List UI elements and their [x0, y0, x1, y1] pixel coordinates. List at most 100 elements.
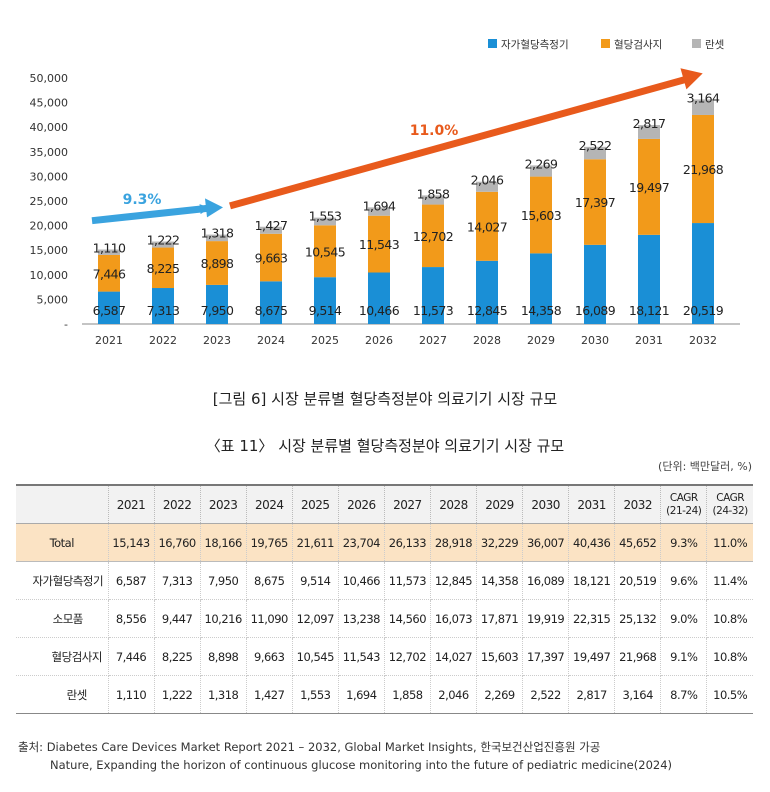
x-tick-label: 2025	[311, 334, 339, 347]
table-cell: 12,845	[430, 561, 478, 600]
bar-segment	[152, 288, 174, 324]
table-caption: 〈표 11〉 시장 분류별 혈당측정분야 의료기기 시장 규모	[205, 437, 565, 455]
x-tick-label: 2021	[95, 334, 123, 347]
x-tick-label: 2031	[635, 334, 663, 347]
x-tick-label: 2032	[689, 334, 717, 347]
bar-segment	[476, 191, 498, 261]
data-label: 12,845	[467, 303, 507, 318]
bar-segment	[584, 159, 606, 245]
data-label: 11,573	[413, 303, 453, 318]
bar-segment	[98, 249, 120, 255]
data-label: 3,164	[687, 90, 720, 105]
table-cell: 8,675	[246, 561, 293, 600]
data-label: 2,817	[633, 116, 666, 131]
data-label: 16,089	[575, 303, 616, 318]
table-cell: 1,858	[384, 675, 431, 714]
table-cell: 11.4%	[706, 561, 753, 600]
growth-label-2021-2023: 9.3%	[123, 192, 162, 208]
bar-segment	[260, 281, 282, 324]
table-cell: 1,318	[200, 675, 247, 714]
bar-segment	[152, 241, 174, 248]
bar-segment	[422, 267, 444, 324]
header-cagr-line1: CAGR	[669, 491, 698, 504]
table-cell: 26,133	[384, 523, 431, 562]
table-row: 소모품 8,556 9,447 10,216 11,090 12,097 13,238 14,…	[16, 599, 753, 638]
table-cell: 3,164	[614, 675, 662, 714]
legend-swatch	[488, 39, 497, 48]
header-cagr-line2: (21-24)	[666, 504, 702, 517]
x-tick-label: 2030	[581, 334, 609, 347]
bar-segment	[530, 165, 552, 177]
data-label: 8,898	[201, 256, 234, 271]
bar-segment	[422, 204, 444, 268]
table-cell: 15,143	[108, 523, 155, 562]
source-note: 출처: Diabetes Care Devices Market Report …	[18, 738, 672, 774]
table-cell: 7,313	[154, 561, 201, 600]
table-cell: 19,919	[522, 599, 570, 638]
table-cell: 2,817	[568, 675, 616, 714]
bar-segment	[98, 291, 120, 324]
bar-segment	[368, 272, 390, 324]
header-corner	[16, 484, 109, 524]
data-label: 12,702	[413, 229, 453, 244]
data-label: 18,121	[629, 303, 669, 318]
table-cell: 15,603	[476, 637, 524, 676]
data-label: 14,027	[467, 219, 507, 234]
bar-segment	[692, 114, 714, 224]
bar-segment	[476, 260, 498, 324]
table-cell: 2,522	[522, 675, 570, 714]
table-cell: 17,871	[476, 599, 524, 638]
x-tick-label: 2028	[473, 334, 501, 347]
table-cell: 28,918	[430, 523, 478, 562]
x-tick-label: 2022	[149, 334, 177, 347]
row-label: Total	[16, 523, 109, 562]
table-cell: 11,573	[384, 561, 431, 600]
bar-segment	[638, 125, 660, 139]
table-cell: 11,543	[338, 637, 385, 676]
table-cell: 8,225	[154, 637, 201, 676]
table-cell: 11.0%	[706, 523, 753, 562]
table-cell: 16,089	[522, 561, 570, 600]
y-tick-label: 35,000	[30, 146, 69, 159]
row-label: 란셋	[16, 675, 109, 714]
header-year: 2022	[154, 484, 201, 524]
data-label: 9,663	[255, 251, 288, 266]
table-cell: 6,587	[108, 561, 155, 600]
table-cell: 18,166	[200, 523, 247, 562]
table-cell: 8.7%	[660, 675, 708, 714]
header-cagr-line2: (24-32)	[712, 504, 749, 517]
bar-segment	[584, 146, 606, 160]
table-cell: 23,704	[338, 523, 385, 562]
table-row: 란셋 1,110 1,222 1,318 1,427 1,553 1,694 1,858 2,0…	[16, 675, 753, 714]
header-year: 2026	[338, 484, 385, 524]
data-label: 10,545	[305, 244, 345, 259]
source-line-1: 출처: Diabetes Care Devices Market Report …	[18, 740, 601, 754]
legend-label: 란셋	[705, 39, 725, 51]
bar-segment	[206, 241, 228, 285]
table-cell: 12,097	[292, 599, 339, 638]
table-cell: 1,553	[292, 675, 339, 714]
table-row: Total 15,143 16,760 18,166 19,765 21,611 23,70…	[16, 523, 753, 562]
bar-segment	[152, 247, 174, 289]
data-label: 7,313	[147, 303, 180, 318]
row-label: 자가혈당측정기	[16, 561, 109, 600]
table-cell: 45,652	[614, 523, 662, 562]
header-cagr-line1: CAGR	[716, 491, 745, 504]
y-tick-label: 50,000	[30, 72, 69, 85]
bars: 6,587 7,446 1,110 7,313 8,225 1,222 7,950 8,898…	[93, 90, 724, 324]
y-tick-label: 20,000	[30, 220, 69, 233]
table-cell: 19,765	[246, 523, 293, 562]
table-cell: 2,046	[430, 675, 478, 714]
table-cell: 10,466	[338, 561, 385, 600]
bar-segment	[530, 176, 552, 254]
data-label: 14,358	[521, 303, 562, 318]
x-tick-label: 2027	[419, 334, 447, 347]
table-cell: 18,121	[568, 561, 616, 600]
header-year: 2028	[430, 484, 478, 524]
table-cell: 17,397	[522, 637, 570, 676]
row-label: 소모품	[16, 599, 109, 638]
bar-segment	[368, 215, 390, 273]
table-cell: 12,702	[384, 637, 431, 676]
table-cell: 2,269	[476, 675, 524, 714]
table-cell: 21,611	[292, 523, 339, 562]
